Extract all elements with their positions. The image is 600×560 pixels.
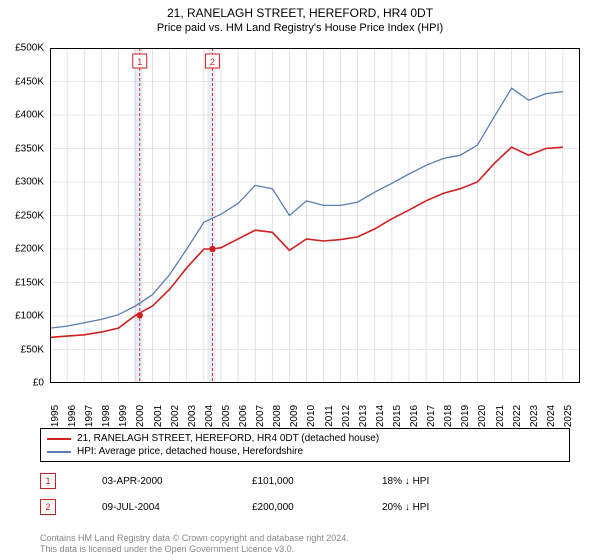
x-tick-label: 2010 <box>306 405 317 427</box>
x-tick-label: 2005 <box>221 405 232 427</box>
legend: 21, RANELAGH STREET, HEREFORD, HR4 0DT (… <box>40 428 570 462</box>
x-tick-label: 2015 <box>392 405 403 427</box>
x-tick-label: 2006 <box>238 405 249 427</box>
x-tick-label: 2019 <box>460 405 471 427</box>
legend-label: 21, RANELAGH STREET, HEREFORD, HR4 0DT (… <box>77 433 379 444</box>
x-tick-label: 2013 <box>358 405 369 427</box>
sale-marker-icon: 1 <box>40 473 56 489</box>
sale-marker-icon: 2 <box>40 499 56 515</box>
x-tick-label: 2001 <box>153 405 164 427</box>
legend-row: HPI: Average price, detached house, Here… <box>47 445 563 458</box>
x-tick-label: 2008 <box>272 405 283 427</box>
x-tick-label: 1995 <box>50 405 61 427</box>
sale-delta: 18% ↓ HPI <box>382 476 429 487</box>
footer-attribution: Contains HM Land Registry data © Crown c… <box>40 533 349 556</box>
x-tick-label: 2014 <box>375 405 386 427</box>
x-tick-label: 1999 <box>118 405 129 427</box>
sale-marker-row: 1 03-APR-2000 £101,000 18% ↓ HPI <box>40 468 570 494</box>
sale-price: £101,000 <box>252 476 342 487</box>
chart-svg: 12 <box>50 48 580 383</box>
x-tick-label: 2009 <box>289 405 300 427</box>
x-tick-label: 2016 <box>409 405 420 427</box>
y-tick-label: £0 <box>33 378 44 389</box>
y-tick-label: £500K <box>15 43 44 54</box>
y-tick-label: £150K <box>15 277 44 288</box>
x-tick-label: 2025 <box>563 405 574 427</box>
x-tick-label: 2021 <box>495 405 506 427</box>
y-tick-label: £100K <box>15 311 44 322</box>
x-tick-label: 2000 <box>135 405 146 427</box>
x-tick-label: 2018 <box>443 405 454 427</box>
chart-plot-area: 12 <box>50 48 580 383</box>
x-tick-label: 2007 <box>255 405 266 427</box>
sale-date: 09-JUL-2004 <box>102 502 212 513</box>
y-tick-label: £300K <box>15 177 44 188</box>
x-tick-label: 2004 <box>204 405 215 427</box>
sale-date: 03-APR-2000 <box>102 476 212 487</box>
y-tick-label: £200K <box>15 244 44 255</box>
y-axis-ticks: £0£50K£100K£150K£200K£250K£300K£350K£400… <box>0 48 48 383</box>
y-tick-label: £50K <box>21 344 44 355</box>
x-tick-label: 1997 <box>84 405 95 427</box>
sale-delta: 20% ↓ HPI <box>382 502 429 513</box>
y-tick-label: £400K <box>15 110 44 121</box>
x-tick-label: 2020 <box>477 405 488 427</box>
chart-container: 21, RANELAGH STREET, HEREFORD, HR4 0DT P… <box>0 0 600 560</box>
x-tick-label: 1998 <box>101 405 112 427</box>
footer-line2: This data is licensed under the Open Gov… <box>40 544 349 556</box>
sale-marker-rows: 1 03-APR-2000 £101,000 18% ↓ HPI 2 09-JUL-200… <box>40 468 570 520</box>
x-tick-label: 2022 <box>512 405 523 427</box>
x-tick-label: 1996 <box>67 405 78 427</box>
legend-swatch <box>47 451 71 453</box>
sale-marker-row: 2 09-JUL-2004 £200,000 20% ↓ HPI <box>40 494 570 520</box>
svg-text:1: 1 <box>137 57 142 67</box>
x-tick-label: 2024 <box>546 405 557 427</box>
legend-row: 21, RANELAGH STREET, HEREFORD, HR4 0DT (… <box>47 432 563 445</box>
footer-line1: Contains HM Land Registry data © Crown c… <box>40 533 349 545</box>
x-tick-label: 2012 <box>341 405 352 427</box>
y-tick-label: £250K <box>15 210 44 221</box>
x-tick-label: 2011 <box>324 405 335 427</box>
x-axis-ticks: 1995 1996 1997 1998 1999 2000 2001 2002 2003 2004… <box>50 386 580 424</box>
x-tick-label: 2017 <box>426 405 437 427</box>
chart-subtitle: Price paid vs. HM Land Registry's House … <box>0 20 600 34</box>
x-tick-label: 2023 <box>529 405 540 427</box>
y-tick-label: £350K <box>15 143 44 154</box>
x-tick-label: 2002 <box>170 405 181 427</box>
chart-title: 21, RANELAGH STREET, HEREFORD, HR4 0DT <box>0 0 600 20</box>
svg-text:2: 2 <box>210 57 215 67</box>
x-tick-label: 2003 <box>187 405 198 427</box>
sale-price: £200,000 <box>252 502 342 513</box>
legend-label: HPI: Average price, detached house, Here… <box>77 446 303 457</box>
y-tick-label: £450K <box>15 76 44 87</box>
legend-swatch <box>47 438 71 440</box>
